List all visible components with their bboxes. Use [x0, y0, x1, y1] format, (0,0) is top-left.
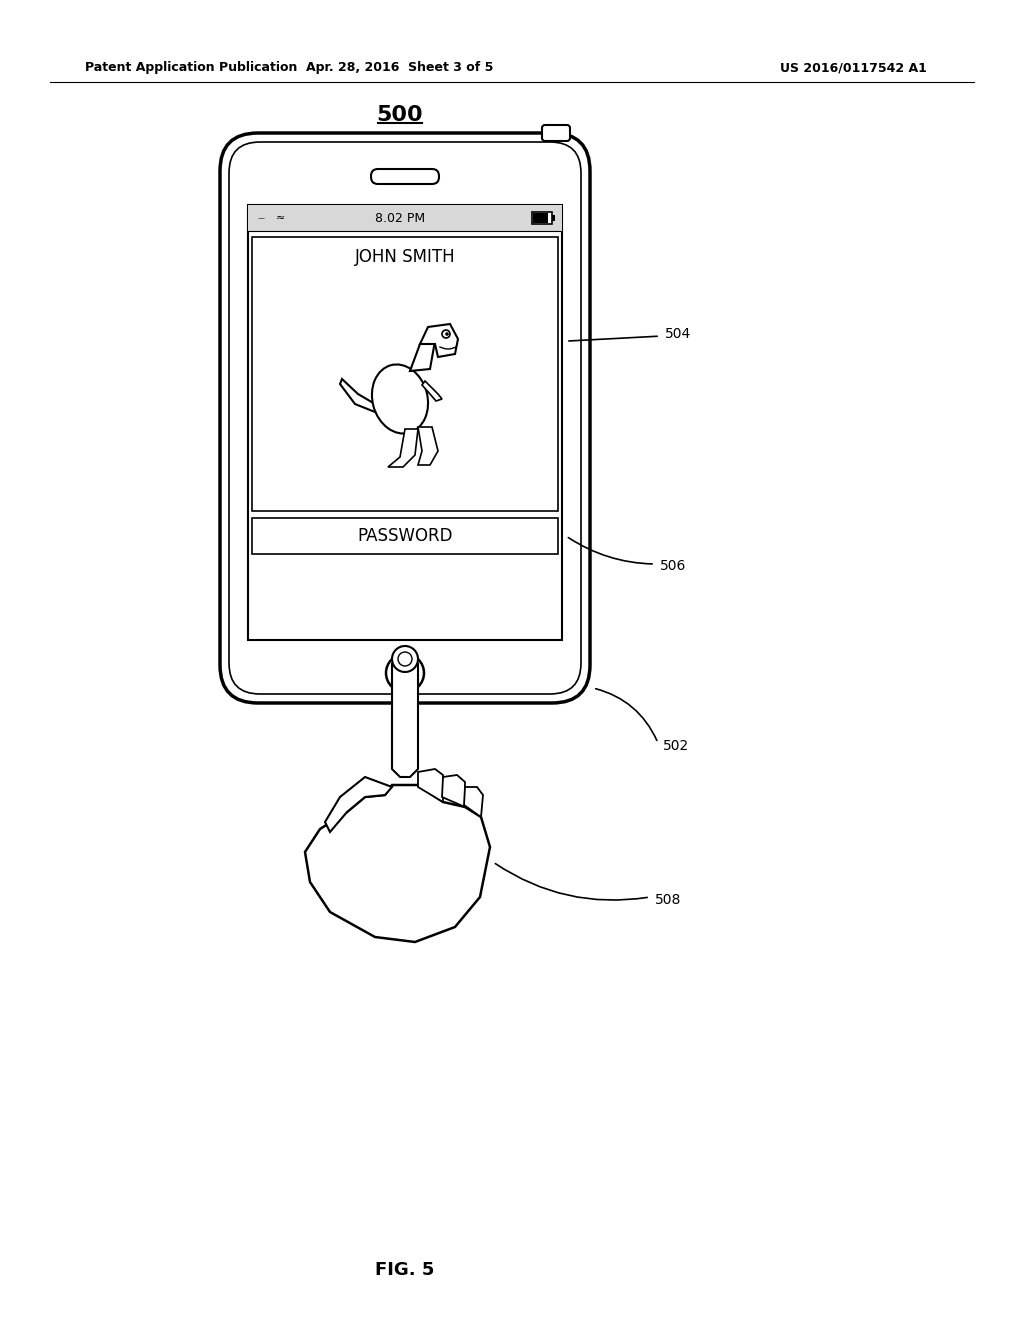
Polygon shape: [442, 775, 465, 807]
Text: 506: 506: [660, 558, 686, 573]
Circle shape: [398, 652, 412, 667]
Text: Patent Application Publication: Patent Application Publication: [85, 62, 297, 74]
Circle shape: [442, 330, 450, 338]
Polygon shape: [418, 426, 438, 465]
Bar: [534, 213, 548, 223]
Text: 504: 504: [665, 327, 691, 341]
Bar: [552, 215, 555, 220]
Text: 502: 502: [663, 739, 689, 752]
Ellipse shape: [372, 364, 428, 433]
FancyBboxPatch shape: [371, 169, 439, 183]
Text: US 2016/0117542 A1: US 2016/0117542 A1: [780, 62, 927, 74]
Circle shape: [392, 660, 418, 686]
Polygon shape: [418, 770, 443, 803]
Circle shape: [392, 645, 418, 672]
FancyBboxPatch shape: [229, 143, 581, 694]
Text: FIG. 5: FIG. 5: [376, 1261, 434, 1279]
Polygon shape: [410, 341, 435, 371]
Polygon shape: [464, 787, 483, 817]
Circle shape: [445, 333, 449, 335]
Text: 508: 508: [655, 894, 681, 907]
Text: 500: 500: [377, 106, 423, 125]
Text: 8.02 PM: 8.02 PM: [375, 211, 425, 224]
Polygon shape: [388, 429, 418, 467]
Bar: [248, 205, 562, 640]
Text: JOHN SMITH: JOHN SMITH: [354, 248, 456, 267]
Polygon shape: [325, 777, 392, 832]
Bar: [252, 517, 558, 554]
Text: Apr. 28, 2016  Sheet 3 of 5: Apr. 28, 2016 Sheet 3 of 5: [306, 62, 494, 74]
Text: ≈: ≈: [276, 213, 286, 223]
Polygon shape: [340, 379, 380, 414]
FancyBboxPatch shape: [542, 125, 570, 141]
Polygon shape: [305, 785, 490, 942]
Bar: [532, 213, 552, 224]
Bar: [252, 238, 558, 511]
Polygon shape: [422, 381, 442, 401]
Polygon shape: [420, 323, 458, 356]
Text: —: —: [258, 215, 265, 220]
Bar: [248, 205, 562, 231]
Text: PASSWORD: PASSWORD: [357, 527, 453, 545]
Circle shape: [386, 653, 424, 692]
Polygon shape: [392, 664, 418, 777]
FancyBboxPatch shape: [220, 133, 590, 704]
